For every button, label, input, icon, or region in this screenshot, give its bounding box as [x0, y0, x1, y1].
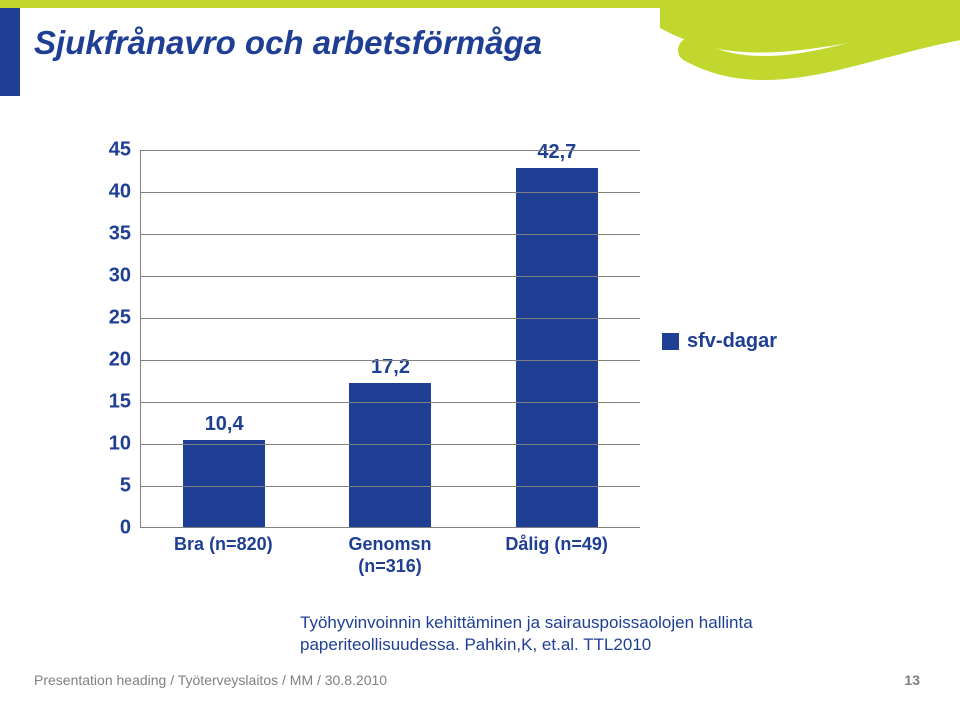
bar-value-label: 17,2 [371, 356, 410, 379]
x-tick-label: Genomsn (n=316) [307, 534, 474, 577]
y-tick-label: 45 [91, 139, 141, 162]
bar-chart: 10,417,242,7 051015202530354045 Bra (n=8… [80, 150, 820, 580]
x-axis-labels: Bra (n=820)Genomsn (n=316)Dålig (n=49) [140, 534, 640, 577]
y-tick-label: 35 [91, 223, 141, 246]
bar [349, 383, 431, 527]
gridline [141, 444, 640, 445]
y-tick-label: 15 [91, 391, 141, 414]
y-tick-label: 10 [91, 433, 141, 456]
y-tick-label: 40 [91, 181, 141, 204]
bar-value-label: 42,7 [537, 141, 576, 164]
bar-group: 10,4 [141, 413, 307, 527]
gridline [141, 276, 640, 277]
bar [516, 168, 598, 527]
bar-group: 17,2 [307, 356, 473, 527]
bar-series: 10,417,242,7 [141, 150, 640, 527]
y-tick-label: 0 [91, 517, 141, 540]
bar [183, 440, 265, 527]
y-tick-label: 5 [91, 475, 141, 498]
footer-text: Presentation heading / Työterveyslaitos … [34, 672, 387, 688]
gridline [141, 360, 640, 361]
x-tick-label: Dålig (n=49) [473, 534, 640, 577]
y-tick-label: 20 [91, 349, 141, 372]
caption-line-2: paperiteollisuudessa. Pahkin,K, et.al. T… [300, 634, 920, 656]
y-tick-label: 30 [91, 265, 141, 288]
gridline [141, 318, 640, 319]
slide-title: Sjukfrånavro och arbetsförmåga [34, 24, 542, 62]
gridline [141, 192, 640, 193]
gridline [141, 486, 640, 487]
legend-label: sfv-dagar [687, 330, 777, 353]
x-tick-label: Bra (n=820) [140, 534, 307, 577]
y-tick-label: 25 [91, 307, 141, 330]
slide: Sjukfrånavro och arbetsförmåga 10,4 17,2 4… [0, 0, 960, 716]
left-accent-bar [0, 8, 20, 96]
plot-area: 10,417,242,7 051015202530354045 [140, 150, 640, 528]
caption-line-1: Työhyvinvoinnin kehittäminen ja sairausp… [300, 612, 920, 634]
caption: Työhyvinvoinnin kehittäminen ja sairausp… [300, 612, 920, 656]
top-accent-strip [0, 0, 960, 8]
gridline [141, 234, 640, 235]
bar-group: 42,7 [474, 141, 640, 527]
legend: sfv-dagar [662, 330, 777, 353]
bar-value-label: 10,4 [205, 413, 244, 436]
footer-page-number: 13 [904, 672, 920, 688]
gridline [141, 150, 640, 151]
gridline [141, 402, 640, 403]
legend-swatch [662, 333, 679, 350]
